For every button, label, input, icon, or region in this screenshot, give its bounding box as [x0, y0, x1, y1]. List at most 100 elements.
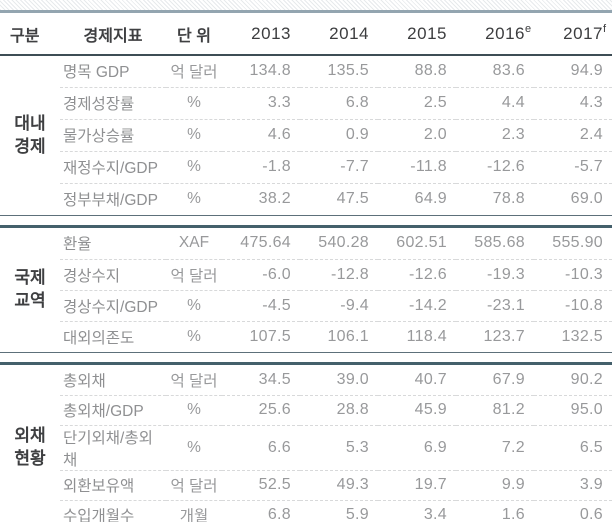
value-cell: 4.4 [456, 87, 534, 120]
value-cell: 4.3 [534, 87, 612, 120]
table-row: 정부부채/GDP % 38.2 47.5 64.9 78.8 69.0 [0, 183, 612, 215]
value-cell: 95.0 [534, 395, 612, 426]
unit-cell: % [187, 190, 201, 208]
table-row: 경상수지 억 달러 -6.0 -12.8 -12.6 -19.3 -10.3 [0, 259, 612, 291]
value-cell: 45.9 [378, 395, 456, 426]
unit-cell: % [187, 327, 201, 345]
group-divider [0, 352, 612, 365]
indicator-cell: 총외채/GDP [60, 395, 166, 426]
value-cell: 3.4 [423, 506, 447, 522]
value-cell: 5.9 [345, 506, 369, 522]
indicator-cell: 경상수지/GDP [60, 290, 166, 322]
indicator-cell: 경상수지 [60, 259, 166, 291]
indicator-cell: 재정수지/GDP [60, 151, 166, 184]
table-header: 구분 경제지표 단 위 2013 2014 2015 2016e 2017f [0, 13, 612, 56]
indicator-cell: 외환보유액 [60, 470, 166, 501]
value-cell: 2.4 [534, 119, 612, 152]
value-cell: 5.3 [300, 425, 378, 471]
group-label: 국제교역 [14, 268, 46, 310]
unit-cell: % [166, 119, 222, 152]
table-row: 재정수지/GDP % -1.8 -7.7 -11.8 -12.6 -5.7 [0, 151, 612, 184]
indicator-cell: 명목 GDP [60, 55, 166, 88]
group-label-cell: 외채현황 [0, 365, 60, 522]
value-cell: 106.1 [327, 327, 369, 345]
unit-cell: % [166, 290, 222, 322]
top-hatch-border [0, 0, 612, 13]
value-cell: 81.2 [456, 395, 534, 426]
value-cell: 49.3 [300, 470, 378, 501]
value-cell: 69.0 [570, 190, 603, 208]
year-label: 2015 [407, 23, 447, 43]
value-cell: 47.5 [336, 190, 369, 208]
value-cell: 6.5 [534, 425, 612, 471]
header-indicator: 경제지표 [60, 13, 166, 56]
value-cell: 7.2 [456, 425, 534, 471]
group-label: 대내경제 [14, 113, 46, 156]
indicator-cell: 물가상승률 [60, 119, 166, 152]
unit-cell: % [166, 87, 222, 120]
table-row: 외채현황 총외채 억 달러 34.5 39.0 40.7 67.9 90.2 [0, 365, 612, 468]
year-label: 2013 [251, 23, 291, 43]
header-year-2014: 2014 [300, 13, 378, 56]
table-row: 단기외채/총외채 % 6.6 5.3 6.9 7.2 6.5 [0, 425, 612, 471]
value-cell: 3.3 [222, 87, 300, 120]
value-cell: -9.4 [300, 290, 378, 322]
unit-cell: 억 달러 [166, 365, 222, 396]
value-cell: 38.2 [258, 190, 291, 208]
header-category: 구분 [0, 13, 60, 56]
value-cell: -10.3 [534, 259, 612, 291]
value-cell: 90.2 [534, 365, 612, 396]
table-row: 경상수지/GDP % -4.5 -9.4 -14.2 -23.1 -10.8 [0, 290, 612, 322]
value-cell: 4.6 [222, 119, 300, 152]
indicator-cell: 환율 [60, 228, 166, 260]
double-rule [0, 352, 612, 365]
unit-cell: % [166, 151, 222, 184]
value-cell: 83.6 [456, 55, 534, 88]
value-cell: 52.5 [222, 470, 300, 501]
table-row: 수입개월수 개월 6.8 5.9 3.4 1.6 0.6 [0, 500, 612, 522]
table-row: 외환보유액 억 달러 52.5 49.3 19.7 9.9 3.9 [0, 470, 612, 501]
value-cell: -4.5 [222, 290, 300, 322]
indicator-cell: 경제성장률 [60, 87, 166, 120]
value-cell: -19.3 [456, 259, 534, 291]
value-cell: 3.9 [534, 470, 612, 501]
value-cell: 555.90 [534, 228, 612, 260]
indicator-cell: 단기외채/총외채 [60, 425, 166, 471]
unit-cell: 억 달러 [166, 470, 222, 501]
value-cell: 540.28 [300, 228, 378, 260]
value-cell: 134.8 [222, 55, 300, 88]
unit-cell: 억 달러 [166, 55, 222, 88]
economic-indicators-table: 구분 경제지표 단 위 2013 2014 2015 2016e 2017f 대… [0, 13, 612, 522]
value-cell: 2.0 [378, 119, 456, 152]
group-label: 외채현황 [14, 425, 46, 468]
header-year-2017: 2017f [534, 13, 612, 56]
value-cell: -11.8 [378, 151, 456, 184]
value-cell: 39.0 [300, 365, 378, 396]
header-row: 구분 경제지표 단 위 2013 2014 2015 2016e 2017f [0, 13, 612, 56]
value-cell: -12.6 [456, 151, 534, 184]
value-cell: -12.8 [300, 259, 378, 291]
value-cell: 0.6 [579, 506, 603, 522]
year-label: 2017 [563, 24, 603, 43]
unit-cell: 억 달러 [166, 259, 222, 291]
value-cell: 6.8 [300, 87, 378, 120]
value-cell: 25.6 [222, 395, 300, 426]
value-cell: 9.9 [456, 470, 534, 501]
value-cell: 78.8 [492, 190, 525, 208]
indicator-cell: 수입개월수 [63, 508, 135, 522]
table-row: 물가상승률 % 4.6 0.9 2.0 2.3 2.4 [0, 119, 612, 152]
table-row: 대내경제 명목 GDP 억 달러 134.8 135.5 88.8 83.6 9… [0, 55, 612, 156]
group-external-debt: 외채현황 총외채 억 달러 34.5 39.0 40.7 67.9 90.2 총… [0, 365, 612, 522]
group-divider [0, 215, 612, 228]
value-cell: -14.2 [378, 290, 456, 322]
unit-cell: XAF [166, 228, 222, 260]
value-cell: -5.7 [534, 151, 612, 184]
indicator-cell: 대외의존도 [63, 329, 135, 347]
value-cell: 40.7 [378, 365, 456, 396]
value-cell: 28.8 [300, 395, 378, 426]
value-cell: 135.5 [300, 55, 378, 88]
value-cell: 67.9 [456, 365, 534, 396]
value-cell: 0.9 [300, 119, 378, 152]
unit-cell: % [166, 425, 222, 471]
